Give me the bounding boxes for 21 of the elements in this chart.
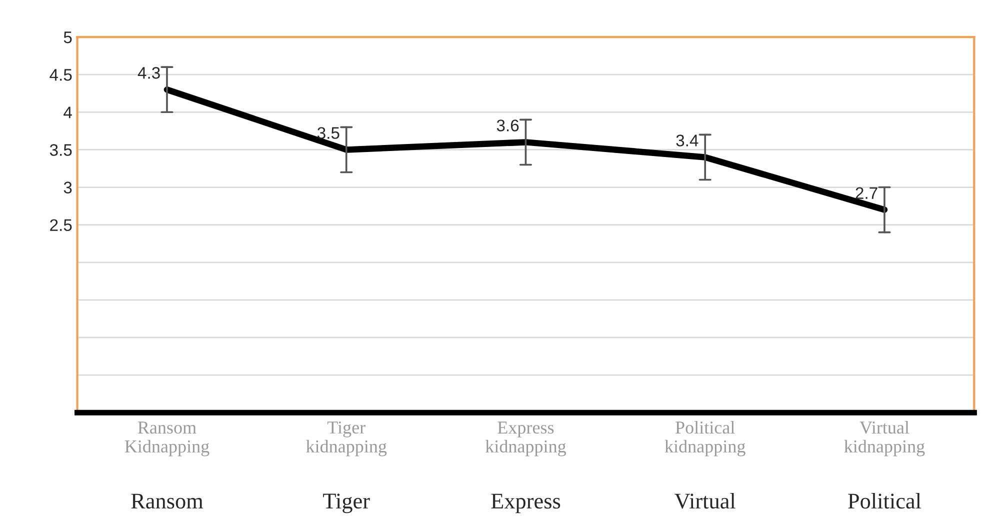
x-tick-label: Political kidnapping — [664, 420, 746, 456]
text: Political — [848, 492, 922, 509]
data-label: 3.4 — [676, 134, 698, 146]
data-label: 3.5 — [317, 127, 340, 139]
x-tick-label: Virtual kidnapping — [844, 420, 925, 456]
text: Tiger — [323, 494, 370, 514]
data-label: 4.3 — [138, 67, 160, 79]
x-tick-label: Express kidnapping — [485, 422, 566, 456]
y-tick-label: 4 — [64, 106, 72, 118]
y-tick-label: 2.5 — [50, 219, 72, 232]
x-tick-label: Tiger kidnapping — [306, 421, 387, 456]
y-tick-label: 4.5 — [50, 69, 72, 81]
y-tick-label: 5 — [64, 32, 72, 44]
text: Ransom — [131, 494, 204, 509]
text: Express — [491, 494, 560, 514]
data-label: 3.6 — [496, 120, 519, 132]
y-tick-label: 3 — [64, 182, 72, 194]
x-tick-label: Ransom Kidnapping — [124, 422, 210, 456]
y-tick-label: 3.5 — [50, 144, 72, 156]
text: Virtual — [674, 492, 736, 509]
data-label: 2.7 — [856, 187, 878, 199]
